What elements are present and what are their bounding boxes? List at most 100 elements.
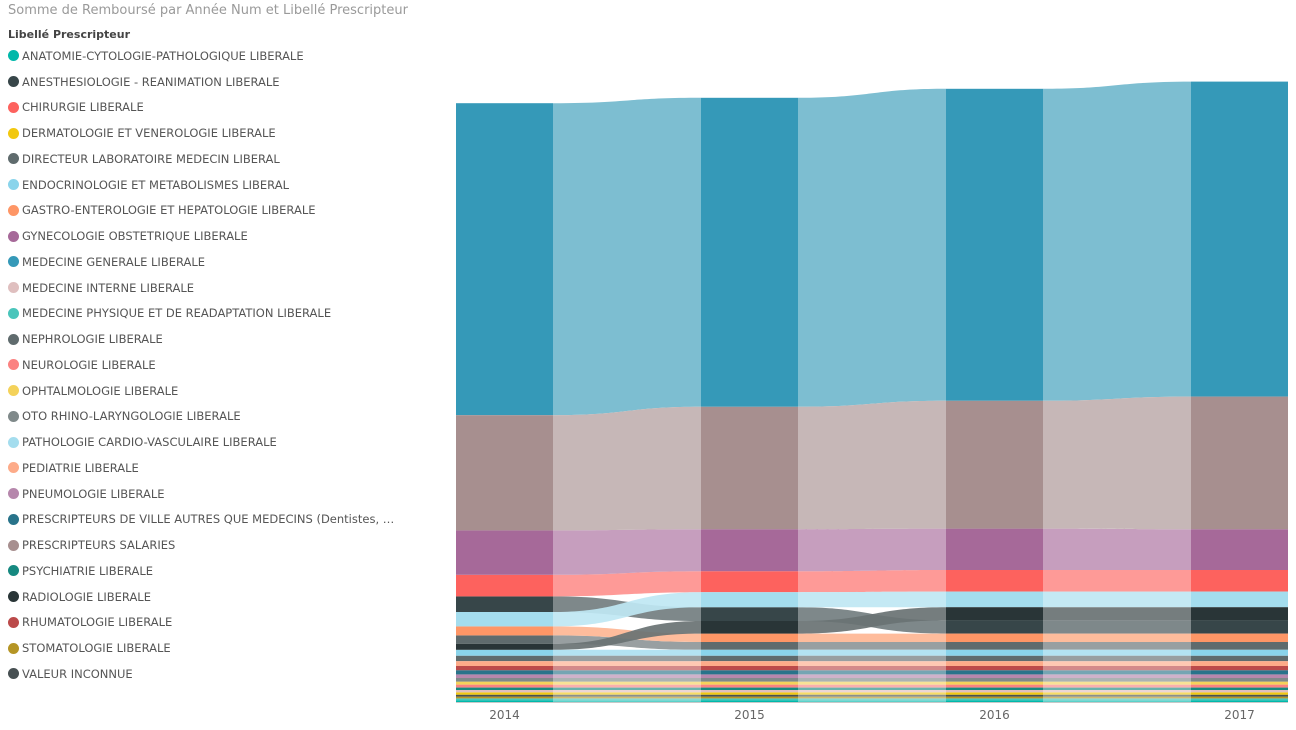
ribbon[interactable] (798, 692, 946, 695)
legend-item[interactable]: GYNECOLOGIE OBSTETRIQUE LIBERALE (8, 223, 408, 249)
bar-segment[interactable] (456, 678, 553, 682)
legend-item[interactable]: PRESCRIPTEURS SALARIES (8, 532, 408, 558)
bar-segment[interactable] (701, 700, 798, 702)
bar-segment[interactable] (456, 666, 553, 671)
ribbon[interactable] (1043, 692, 1191, 695)
bar-segment[interactable] (701, 690, 798, 693)
ribbon[interactable] (798, 88, 946, 407)
bar-segment[interactable] (456, 415, 553, 531)
ribbon[interactable] (798, 591, 946, 608)
ribbon[interactable] (798, 642, 946, 650)
bar-segment[interactable] (1191, 666, 1288, 671)
bar-segment[interactable] (701, 696, 798, 699)
legend-item[interactable]: OTO RHINO-LARYNGOLOGIE LIBERALE (8, 404, 408, 430)
ribbon[interactable] (553, 670, 701, 675)
bar-segment[interactable] (701, 661, 798, 666)
ribbon[interactable] (1043, 696, 1191, 699)
bar-segment[interactable] (1191, 681, 1288, 685)
bar-segment[interactable] (456, 530, 553, 575)
ribbon[interactable] (798, 661, 946, 666)
ribbon[interactable] (553, 649, 701, 656)
ribbon[interactable] (798, 678, 946, 682)
bar-segment[interactable] (946, 655, 1043, 662)
bar-segment[interactable] (456, 626, 553, 636)
bar-segment[interactable] (701, 97, 798, 407)
ribbon[interactable] (798, 690, 946, 693)
ribbon[interactable] (553, 700, 701, 702)
bar-segment[interactable] (456, 103, 553, 416)
bar-segment[interactable] (701, 694, 798, 697)
legend-item[interactable]: PATHOLOGIE CARDIO-VASCULAIRE LIBERALE (8, 429, 408, 455)
bar-segment[interactable] (1191, 529, 1288, 570)
bar-segment[interactable] (456, 692, 553, 695)
bar-segment[interactable] (946, 678, 1043, 682)
bar-segment[interactable] (456, 698, 553, 701)
bar-segment[interactable] (1191, 570, 1288, 592)
bar-segment[interactable] (701, 607, 798, 621)
bar-segment[interactable] (701, 687, 798, 690)
legend-item[interactable]: DERMATOLOGIE ET VENEROLOGIE LIBERALE (8, 120, 408, 146)
ribbon[interactable] (553, 684, 701, 688)
bar-segment[interactable] (1191, 649, 1288, 656)
bar-segment[interactable] (701, 681, 798, 685)
bar-segment[interactable] (456, 681, 553, 685)
bar-segment[interactable] (1191, 396, 1288, 530)
bar-segment[interactable] (946, 687, 1043, 690)
ribbon[interactable] (798, 655, 946, 662)
bar-segment[interactable] (456, 684, 553, 688)
bar-segment[interactable] (946, 88, 1043, 401)
ribbon[interactable] (1043, 670, 1191, 675)
bar-segment[interactable] (456, 655, 553, 662)
ribbon[interactable] (1043, 81, 1191, 401)
ribbon[interactable] (553, 674, 701, 678)
ribbon[interactable] (798, 700, 946, 702)
ribbon[interactable] (1043, 649, 1191, 656)
bar-segment[interactable] (456, 700, 553, 702)
legend-item[interactable]: ANATOMIE-CYTOLOGIE-PATHOLOGIQUE LIBERALE (8, 43, 408, 69)
bar-segment[interactable] (946, 607, 1043, 621)
bar-segment[interactable] (701, 670, 798, 675)
ribbon[interactable] (553, 687, 701, 690)
bar-segment[interactable] (946, 696, 1043, 699)
bar-segment[interactable] (1191, 694, 1288, 697)
ribbon[interactable] (553, 406, 701, 531)
legend-item[interactable]: MEDECINE GENERALE LIBERALE (8, 249, 408, 275)
bar-segment[interactable] (946, 700, 1043, 702)
ribbon[interactable] (798, 687, 946, 690)
bar-segment[interactable] (1191, 700, 1288, 702)
bar-segment[interactable] (456, 661, 553, 666)
bar-segment[interactable] (1191, 591, 1288, 608)
ribbon[interactable] (553, 621, 701, 650)
bar-segment[interactable] (701, 649, 798, 656)
ribbon[interactable] (553, 678, 701, 682)
bar-segment[interactable] (1191, 670, 1288, 675)
ribbon[interactable] (798, 694, 946, 697)
bar-segment[interactable] (456, 635, 553, 644)
ribbon[interactable] (1043, 694, 1191, 697)
bar-segment[interactable] (1191, 633, 1288, 642)
legend-item[interactable]: DIRECTEUR LABORATOIRE MEDECIN LIBERAL (8, 146, 408, 172)
legend-item[interactable]: PRESCRIPTEURS DE VILLE AUTRES QUE MEDECI… (8, 507, 408, 533)
bar-segment[interactable] (946, 670, 1043, 675)
bar-segment[interactable] (946, 591, 1043, 608)
bar-segment[interactable] (456, 690, 553, 693)
ribbon[interactable] (1043, 678, 1191, 682)
bar-segment[interactable] (701, 633, 798, 642)
bar-segment[interactable] (1191, 642, 1288, 650)
ribbon[interactable] (553, 692, 701, 695)
bar-segment[interactable] (946, 690, 1043, 693)
bar-segment[interactable] (1191, 696, 1288, 699)
bar-segment[interactable] (946, 620, 1043, 634)
ribbon[interactable] (553, 592, 701, 627)
legend-item[interactable]: RADIOLOGIE LIBERALE (8, 584, 408, 610)
bar-segment[interactable] (456, 643, 553, 650)
bar-segment[interactable] (1191, 690, 1288, 693)
ribbon[interactable] (553, 696, 701, 699)
bar-segment[interactable] (946, 570, 1043, 592)
ribbon[interactable] (798, 666, 946, 671)
bar-segment[interactable] (701, 592, 798, 608)
bar-segment[interactable] (946, 692, 1043, 695)
ribbon[interactable] (798, 696, 946, 699)
legend-item[interactable]: NEPHROLOGIE LIBERALE (8, 326, 408, 352)
bar-segment[interactable] (1191, 661, 1288, 666)
